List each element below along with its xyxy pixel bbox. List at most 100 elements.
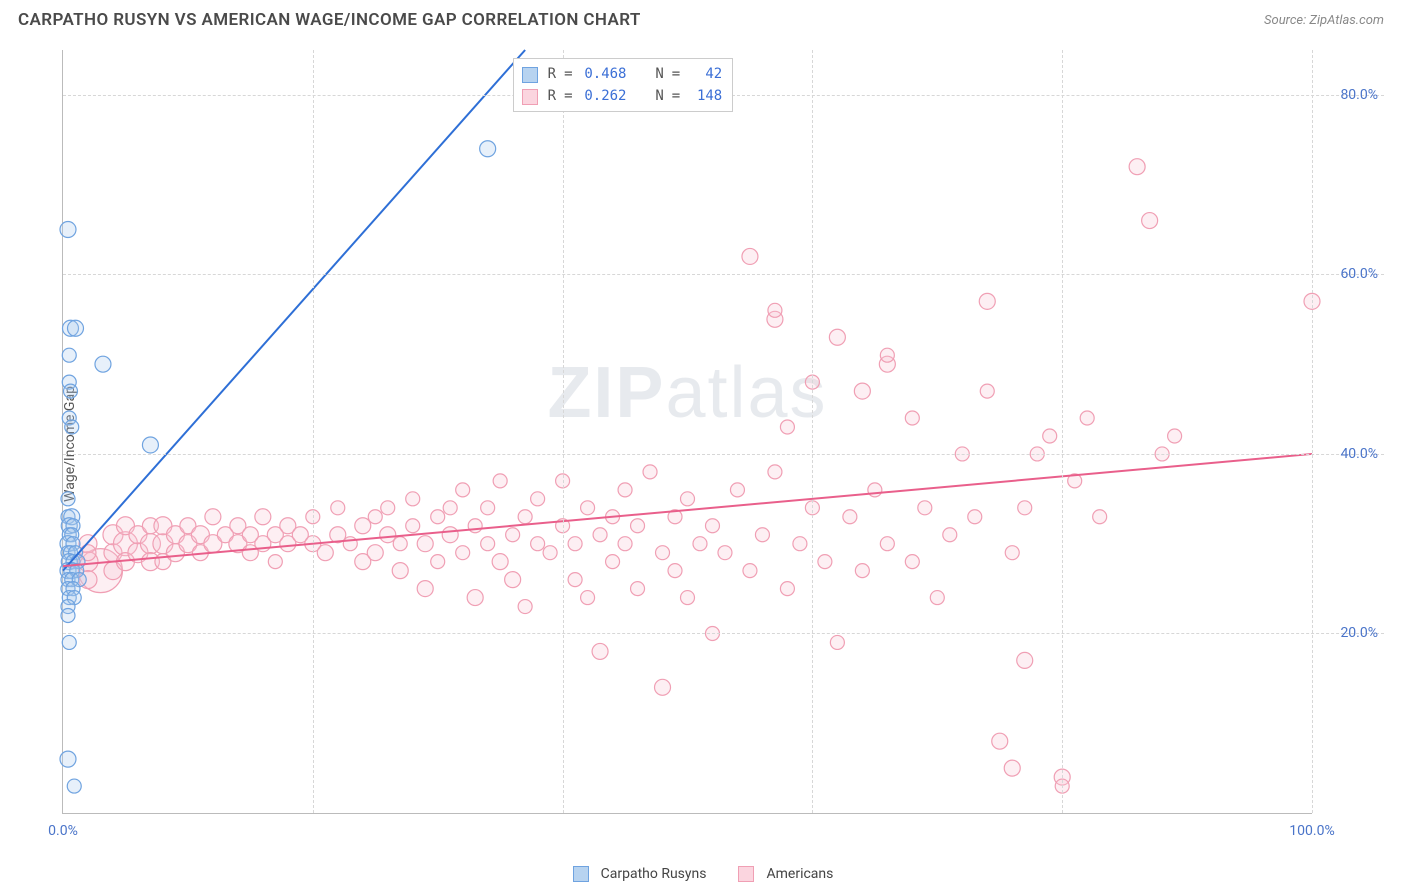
data-point [392,563,408,579]
data-point [255,509,271,525]
data-point [1043,429,1057,443]
data-point [868,483,882,497]
data-point [443,501,457,515]
data-point [505,572,521,588]
data-point [593,528,607,542]
data-point [456,483,470,497]
data-point [60,222,76,238]
data-point [655,679,671,695]
data-point [531,537,545,551]
n-value-carpatho: 42 [688,64,722,86]
data-point [481,537,495,551]
data-point [367,545,383,561]
data-point [480,141,496,157]
data-point [1142,213,1158,229]
data-point [905,555,919,569]
y-tick-label: 20.0% [1340,625,1378,641]
data-point [568,573,582,587]
plot-area: ZIPatlas R= 0.468 N= 42 R= 0.262 N= 148 … [62,50,1312,814]
chart-container: Wage/Income Gap ZIPatlas R= 0.468 N= 42 … [18,44,1384,844]
data-point [543,546,557,560]
data-point [417,536,433,552]
data-point [843,510,857,524]
data-point [205,509,221,525]
data-point [793,537,807,551]
data-point [755,528,769,542]
data-point [381,501,395,515]
data-point [65,420,79,434]
data-point [1093,510,1107,524]
data-point [1004,760,1020,776]
data-point [681,492,695,506]
data-point [668,564,682,578]
data-point [61,492,75,506]
x-tick-label: 0.0% [48,823,78,839]
data-point [442,527,458,543]
data-point [1129,159,1145,175]
data-point [531,492,545,506]
data-point [880,537,894,551]
data-point [61,609,75,623]
legend-label: Americans [766,866,833,882]
data-point [730,483,744,497]
data-point [880,348,894,362]
data-point [643,465,657,479]
data-point [854,383,870,399]
data-point [1168,429,1182,443]
data-point [818,555,832,569]
data-point [95,356,111,372]
data-point [1005,546,1019,560]
n-value-americans: 148 [688,86,722,108]
legend-item-carpatho: Carpatho Rusyns [573,866,707,882]
data-point [705,519,719,533]
data-point [142,437,158,453]
data-point [1080,411,1094,425]
data-point [743,564,757,578]
data-point [581,591,595,605]
swatch-carpatho-icon [573,866,589,882]
data-point [581,501,595,515]
data-point [855,564,869,578]
data-point [1018,501,1032,515]
data-point [681,591,695,605]
data-point [60,751,76,767]
data-point [431,510,445,524]
data-point [618,483,632,497]
r-value-carpatho: 0.468 [581,64,627,86]
y-tick-label: 80.0% [1340,87,1378,103]
swatch-americans-icon [738,866,754,882]
data-point [468,519,482,533]
data-point [606,555,620,569]
y-tick-label: 40.0% [1340,446,1378,462]
swatch-americans-icon [522,89,538,105]
data-point [656,546,670,560]
data-point [693,537,707,551]
series-legend: Carpatho Rusyns Americans [0,866,1406,882]
data-point [331,501,345,515]
data-point [780,582,794,596]
data-point [1017,652,1033,668]
data-point [918,501,932,515]
data-point [718,546,732,560]
data-point [568,537,582,551]
data-point [518,510,532,524]
data-point [943,528,957,542]
data-point [393,537,407,551]
y-tick-label: 60.0% [1340,266,1378,282]
data-point [592,643,608,659]
swatch-carpatho-icon [522,67,538,83]
data-point [67,779,81,793]
legend-label: Carpatho Rusyns [601,866,707,882]
data-point [62,635,76,649]
data-point [979,293,995,309]
data-point [268,555,282,569]
legend-item-americans: Americans [738,866,833,882]
data-point [930,591,944,605]
data-point [992,733,1008,749]
data-point [343,537,357,551]
data-point [355,518,371,534]
data-point [506,528,520,542]
data-point [431,555,445,569]
data-point [406,519,420,533]
data-point [67,320,83,336]
